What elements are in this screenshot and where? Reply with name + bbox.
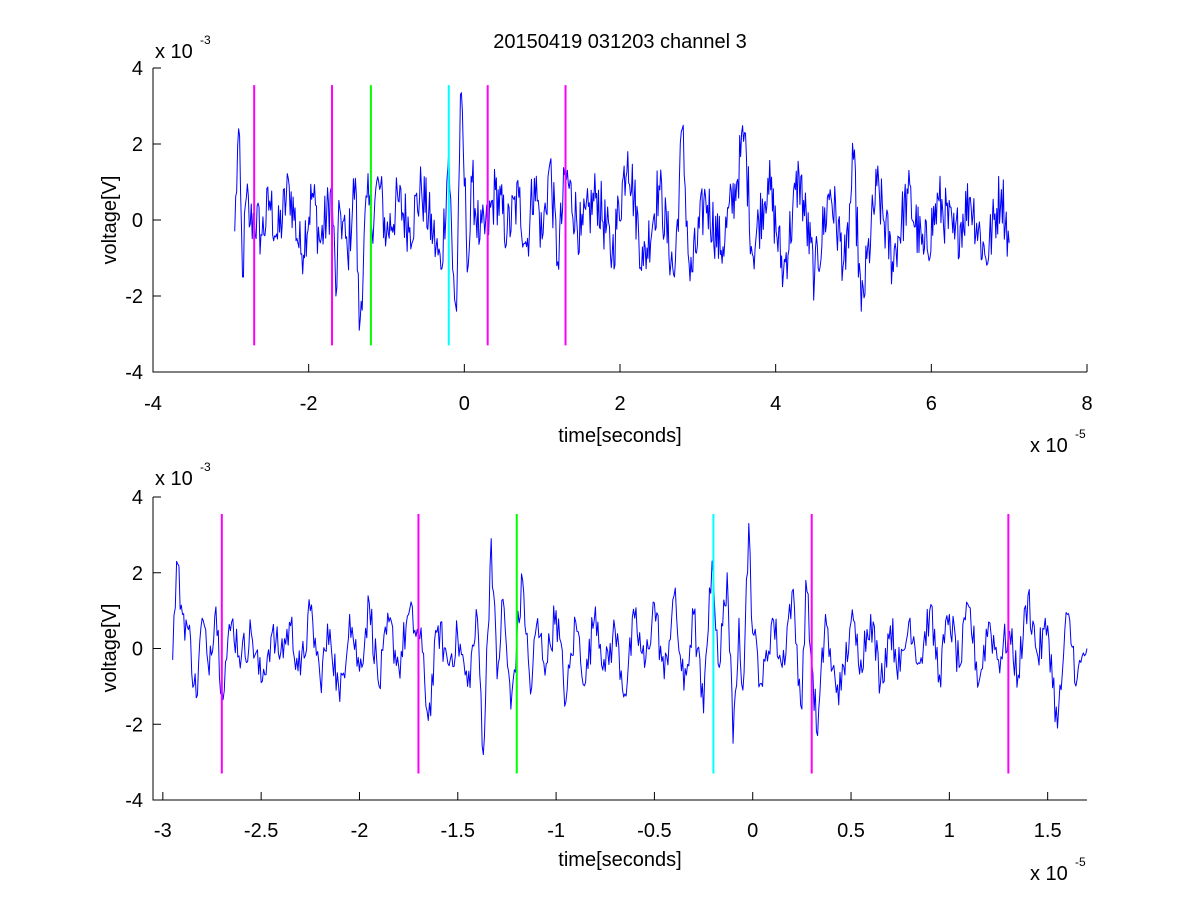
bottom-tick-layer: -3 -2.5 -2 -1.5 -1 -0.5 0 0.5 1 1.5 -4 -2 0 2 4 — [125, 487, 1061, 842]
top-y-tick-label: -2 — [125, 286, 143, 308]
bottom-x-multiplier-exponent: -5 — [1075, 855, 1086, 869]
top-y-multiplier-exponent: -3 — [200, 33, 211, 47]
bottom-x-tick-label: 1.5 — [1034, 820, 1062, 842]
bottom-signal-layer — [172, 523, 1088, 756]
top-y-tick-label: -4 — [125, 362, 143, 384]
bottom-y-axis-label: voltage[V] — [99, 604, 121, 693]
top-x-tick-label: 2 — [614, 393, 625, 415]
bottom-x-tick-label: -2 — [351, 820, 369, 842]
bottom-x-tick-label: -2.5 — [244, 820, 278, 842]
top-x-tick-label: 8 — [1081, 393, 1092, 415]
top-x-axis-label: time[seconds] — [558, 425, 681, 447]
top-x-tick-label: -4 — [144, 393, 162, 415]
top-y-multiplier: x 10 -3 — [155, 33, 211, 63]
top-y-tick-label: 2 — [132, 134, 143, 156]
top-signal-layer — [234, 92, 1010, 331]
top-x-tick-label: 0 — [459, 393, 470, 415]
top-x-tick-label: 4 — [770, 393, 781, 415]
top-subplot: -4 -2 0 2 4 6 8 -4 -2 0 2 4 time[seconds] voltage[V… — [99, 33, 1093, 457]
bottom-x-axis-label: time[seconds] — [558, 849, 681, 871]
bottom-x-tick-label: 0 — [747, 820, 758, 842]
bottom-x-tick-label: 1 — [944, 820, 955, 842]
top-y-tick-label: 0 — [132, 210, 143, 232]
bottom-x-tick-label: 0.5 — [837, 820, 865, 842]
top-x-multiplier: x 10 -5 — [1030, 427, 1086, 457]
bottom-x-tick-label: -3 — [154, 820, 172, 842]
bottom-x-tick-label: -1 — [547, 820, 565, 842]
top-y-axis-label: voltage[V] — [99, 176, 121, 265]
chart-title: 20150419 031203 channel 3 — [493, 31, 747, 53]
top-tick-layer: -4 -2 0 2 4 6 8 -4 -2 0 2 4 — [125, 58, 1092, 415]
bottom-x-tick-label: -1.5 — [441, 820, 475, 842]
bottom-y-multiplier-base: x 10 — [155, 468, 193, 490]
bottom-marker-layer — [220, 514, 1010, 774]
top-x-tick-label: -2 — [300, 393, 318, 415]
top-x-tick-label: 6 — [926, 393, 937, 415]
top-x-multiplier-exponent: -5 — [1075, 427, 1086, 441]
top-signal-line — [234, 92, 1010, 331]
top-y-multiplier-base: x 10 — [155, 41, 193, 63]
top-x-multiplier-base: x 10 — [1030, 435, 1068, 457]
bottom-y-tick-label: -2 — [125, 714, 143, 736]
top-marker-layer — [253, 85, 567, 346]
bottom-x-multiplier-base: x 10 — [1030, 863, 1068, 885]
bottom-signal-line — [172, 523, 1088, 756]
bottom-subplot: -3 -2.5 -2 -1.5 -1 -0.5 0 0.5 1 1.5 -4 -2 0 2 4 time[s… — [99, 460, 1088, 885]
bottom-y-tick-label: 2 — [132, 563, 143, 585]
bottom-x-multiplier: x 10 -5 — [1030, 855, 1086, 885]
bottom-y-tick-label: -4 — [125, 790, 143, 812]
top-y-tick-label: 4 — [132, 58, 143, 80]
bottom-x-tick-label: -0.5 — [637, 820, 671, 842]
bottom-y-tick-label: 0 — [132, 639, 143, 661]
bottom-y-multiplier: x 10 -3 — [155, 460, 211, 490]
bottom-y-tick-label: 4 — [132, 487, 143, 509]
bottom-y-multiplier-exponent: -3 — [200, 460, 211, 474]
